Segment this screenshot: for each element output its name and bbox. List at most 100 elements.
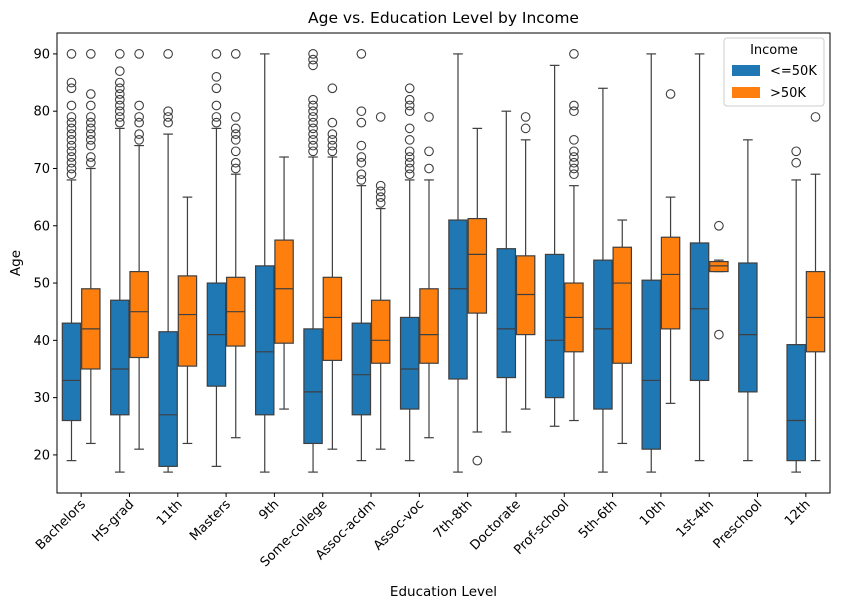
box-iqr [805, 270, 826, 353]
outlier-point [569, 106, 579, 117]
outlier-point [66, 123, 77, 134]
outlier-point [308, 117, 318, 128]
outlier-point [66, 169, 77, 180]
outlier-point [134, 112, 144, 122]
outlier-point [424, 163, 434, 174]
outlier-point [327, 129, 338, 139]
box-iqr [467, 218, 488, 314]
box-iqr [496, 248, 517, 379]
outlier-point [66, 77, 77, 88]
outlier-point [134, 129, 144, 139]
outlier-point [569, 163, 579, 174]
box-iqr [612, 246, 633, 364]
box-iqr [660, 236, 681, 330]
box-iqr [544, 253, 565, 399]
legend-swatch-series-0 [732, 65, 760, 76]
x-axis-label: Education Level [390, 584, 497, 600]
outlier-point [569, 152, 579, 162]
outlier-point [114, 100, 125, 111]
outlier-point [308, 60, 318, 71]
outlier-point [114, 49, 125, 59]
y-axis-label: Age [8, 250, 24, 276]
outlier-point [230, 123, 241, 134]
box->50K-Bachelors [81, 49, 101, 445]
box-iqr [399, 316, 420, 410]
outlier-point [85, 140, 96, 151]
outlier-point [134, 134, 144, 145]
box->50K-Assoc-voc [419, 112, 439, 439]
outlier-point [375, 192, 386, 202]
outlier-point [569, 49, 579, 59]
outlier-point [520, 112, 531, 122]
box-iqr [370, 299, 391, 364]
box->50K-9th [274, 156, 294, 410]
outlier-point [791, 157, 802, 168]
outlier-point [327, 140, 338, 151]
outlier-point [66, 100, 77, 111]
outlier-point [134, 49, 144, 59]
outlier-point [569, 100, 579, 111]
outlier-point [66, 152, 77, 162]
outlier-point [114, 106, 125, 117]
outlier-point [230, 129, 241, 139]
y-tick-label: 40 [33, 334, 50, 349]
outlier-point [375, 180, 386, 191]
outlier-point [114, 112, 125, 122]
legend: Income <=50K >50K [723, 37, 825, 107]
outlier-point [308, 49, 318, 59]
box-iqr [322, 276, 343, 361]
outlier-point [66, 157, 77, 168]
outlier-point [308, 100, 318, 111]
box->50K-Assoc-acdm [370, 112, 391, 450]
y-tick-label: 70 [33, 162, 50, 177]
box->50K-10th [660, 89, 681, 404]
box-<=50K-Bachelors [61, 49, 82, 462]
legend-label-series-0: <=50K [770, 64, 817, 79]
outlier-point [85, 157, 96, 168]
outlier-point [308, 94, 318, 105]
outlier-point [569, 134, 579, 145]
box-iqr [351, 322, 372, 416]
outlier-point [308, 146, 318, 157]
y-axis: 20 30 40 50 60 70 80 90 [33, 47, 57, 463]
box-iqr [177, 275, 198, 367]
box-<=50K-Assoc-voc [399, 83, 420, 462]
outlier-point [308, 134, 318, 145]
outlier-point [327, 134, 338, 145]
outlier-point [211, 83, 222, 94]
outlier-point [211, 117, 222, 128]
outlier-point [810, 112, 821, 122]
outlier-point [66, 140, 77, 151]
box->50K-Some-college [322, 83, 343, 450]
outlier-point [163, 106, 173, 117]
box-<=50K-Preschool [738, 139, 758, 462]
box-iqr [786, 344, 806, 462]
legend-swatch-series-1 [732, 87, 760, 98]
outlier-point [211, 100, 222, 111]
box-<=50K-9th [254, 53, 275, 473]
outlier-point [66, 163, 77, 174]
box-iqr [641, 279, 662, 450]
outlier-point [211, 112, 222, 122]
outlier-point [356, 106, 367, 117]
box-<=50K-HS-grad [110, 49, 130, 473]
outlier-point [356, 175, 367, 185]
outlier-point [211, 71, 222, 82]
outlier-point [308, 112, 318, 122]
outlier-point [114, 89, 125, 99]
outlier-point [404, 106, 415, 117]
outlier-point [356, 49, 367, 59]
outlier-point [404, 163, 415, 174]
outlier-point [404, 146, 415, 157]
outlier-point [230, 49, 241, 59]
outlier-point [356, 152, 367, 162]
outlier-point [230, 112, 241, 122]
outlier-point [714, 220, 724, 231]
box-<=50K-10th [641, 53, 662, 473]
outlier-point [327, 117, 338, 128]
outlier-point [66, 117, 77, 128]
outlier-point [424, 146, 434, 157]
box-iqr [303, 328, 323, 445]
outlier-point [375, 198, 386, 208]
box-iqr [448, 219, 468, 380]
